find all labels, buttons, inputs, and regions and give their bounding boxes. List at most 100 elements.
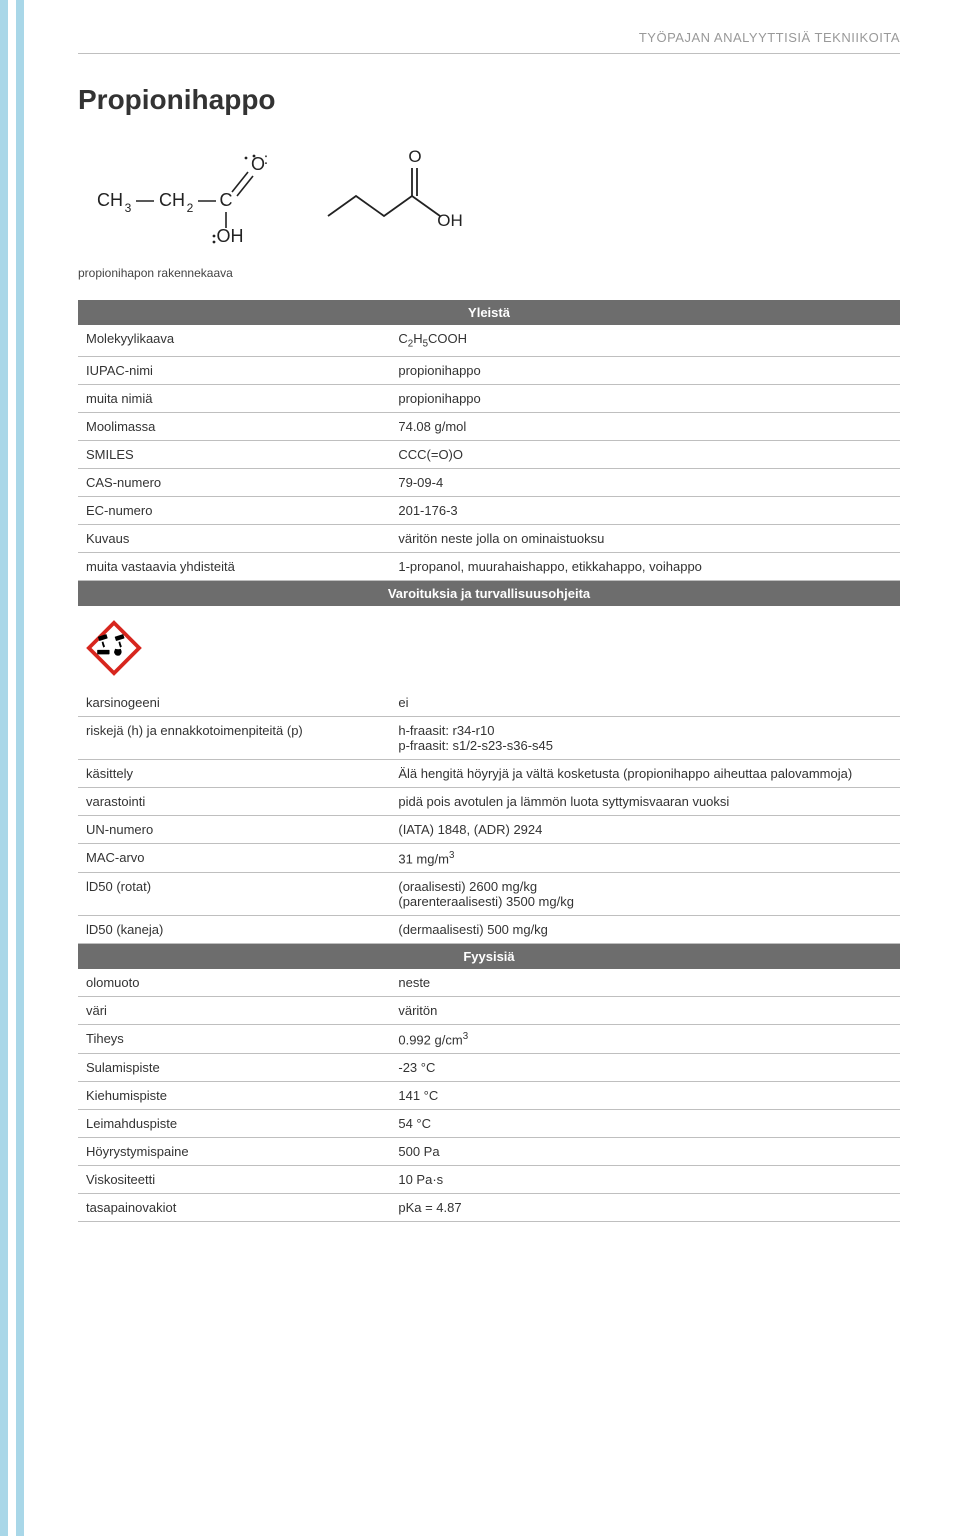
row-value: propionihappo (390, 356, 900, 384)
row-label: Moolimassa (78, 412, 390, 440)
row-label: tasapainovakiot (78, 1194, 390, 1222)
table-row: Leimahduspiste54 °C (78, 1110, 900, 1138)
table-row: lD50 (kaneja)(dermaalisesti) 500 mg/kg (78, 915, 900, 943)
row-value: 201-176-3 (390, 496, 900, 524)
row-value: väritön (390, 996, 900, 1024)
structure-lewis: CH3 CH2 C O : OH (88, 146, 278, 246)
section-header-label: Fyysisiä (78, 943, 900, 969)
section-header-label: Yleistä (78, 300, 900, 325)
table-row: EC-numero201-176-3 (78, 496, 900, 524)
header-text: TYÖPAJAN ANALYYTTISIÄ TEKNIIKOITA (639, 30, 900, 45)
table-row: olomuotoneste (78, 969, 900, 997)
chemical-structures: CH3 CH2 C O : OH (78, 146, 900, 246)
table-row: UN-numero(IATA) 1848, (ADR) 2924 (78, 815, 900, 843)
table-row: Höyrystymispaine500 Pa (78, 1138, 900, 1166)
table-row: karsinogeeniei (78, 689, 900, 717)
row-label: lD50 (kaneja) (78, 915, 390, 943)
row-value: 141 °C (390, 1082, 900, 1110)
table-row: Tiheys0.992 g/cm3 (78, 1024, 900, 1053)
row-label: SMILES (78, 440, 390, 468)
table-row: Kuvausväritön neste jolla on ominaistuok… (78, 524, 900, 552)
row-label: väri (78, 996, 390, 1024)
row-value: (IATA) 1848, (ADR) 2924 (390, 815, 900, 843)
table-row: Viskositeetti10 Pa·s (78, 1166, 900, 1194)
table-row: väriväritön (78, 996, 900, 1024)
row-label: lD50 (rotat) (78, 872, 390, 915)
table-row: IUPAC-nimipropionihappo (78, 356, 900, 384)
section-header: Varoituksia ja turvallisuusohjeita (78, 580, 900, 606)
row-value: CCC(=O)O (390, 440, 900, 468)
row-label: EC-numero (78, 496, 390, 524)
left-stripe-decoration (0, 0, 24, 1536)
svg-text:3: 3 (125, 201, 132, 215)
row-value: 1-propanol, muurahaishappo, etikkahappo,… (390, 552, 900, 580)
row-value: pKa = 4.87 (390, 1194, 900, 1222)
row-value: neste (390, 969, 900, 997)
row-value: 79-09-4 (390, 468, 900, 496)
row-value: 74.08 g/mol (390, 412, 900, 440)
row-label: muita vastaavia yhdisteitä (78, 552, 390, 580)
row-value: Älä hengitä höyryjä ja vältä kosketusta … (390, 759, 900, 787)
row-value: 500 Pa (390, 1138, 900, 1166)
row-label: Tiheys (78, 1024, 390, 1053)
row-label: Molekyylikaava (78, 325, 390, 356)
table-row: muita nimiäpropionihappo (78, 384, 900, 412)
row-label: karsinogeeni (78, 689, 390, 717)
row-label: muita nimiä (78, 384, 390, 412)
svg-text:OH: OH (437, 211, 463, 230)
table-row: lD50 (rotat)(oraalisesti) 2600 mg/kg (pa… (78, 872, 900, 915)
corrosive-hazard-icon (86, 620, 142, 676)
row-value: 0.992 g/cm3 (390, 1024, 900, 1053)
page-content: TYÖPAJAN ANALYYTTISIÄ TEKNIIKOITA Propio… (28, 0, 960, 1536)
table-row: riskejä (h) ja ennakkotoimenpiteitä (p)h… (78, 716, 900, 759)
svg-text::: : (264, 151, 268, 168)
section-header: Fyysisiä (78, 943, 900, 969)
row-value: propionihappo (390, 384, 900, 412)
row-label: CAS-numero (78, 468, 390, 496)
table-row: Kiehumispiste141 °C (78, 1082, 900, 1110)
svg-text:2: 2 (187, 201, 194, 215)
row-value: 54 °C (390, 1110, 900, 1138)
row-value: 10 Pa·s (390, 1166, 900, 1194)
table-row: Moolimassa74.08 g/mol (78, 412, 900, 440)
page-header: TYÖPAJAN ANALYYTTISIÄ TEKNIIKOITA (78, 30, 900, 54)
row-label: Viskositeetti (78, 1166, 390, 1194)
svg-text:OH: OH (217, 226, 244, 246)
table-row: SMILESCCC(=O)O (78, 440, 900, 468)
row-label: riskejä (h) ja ennakkotoimenpiteitä (p) (78, 716, 390, 759)
table-row: tasapainovakiotpKa = 4.87 (78, 1194, 900, 1222)
table-row: MolekyylikaavaC2H5COOH (78, 325, 900, 356)
row-value: väritön neste jolla on ominaistuoksu (390, 524, 900, 552)
row-label: IUPAC-nimi (78, 356, 390, 384)
row-value: ei (390, 689, 900, 717)
row-value: C2H5COOH (390, 325, 900, 356)
svg-text:CH: CH (159, 190, 185, 210)
table-row: MAC-arvo31 mg/m3 (78, 843, 900, 872)
row-label: Höyrystymispaine (78, 1138, 390, 1166)
svg-text:CH: CH (97, 190, 123, 210)
row-label: Kiehumispiste (78, 1082, 390, 1110)
row-label: varastointi (78, 787, 390, 815)
row-label: Sulamispiste (78, 1054, 390, 1082)
structure-caption: propionihapon rakennekaava (78, 266, 900, 280)
svg-text:O: O (408, 147, 421, 166)
row-label: olomuoto (78, 969, 390, 997)
hazard-row (78, 606, 900, 689)
hazard-cell (78, 606, 900, 689)
section-header-label: Varoituksia ja turvallisuusohjeita (78, 580, 900, 606)
row-value: h-fraasit: r34-r10 p-fraasit: s1/2-s23-s… (390, 716, 900, 759)
section-header: Yleistä (78, 300, 900, 325)
row-label: Kuvaus (78, 524, 390, 552)
structure-skeletal: O OH (318, 146, 468, 246)
row-value: (oraalisesti) 2600 mg/kg (parenteraalise… (390, 872, 900, 915)
row-value: pidä pois avotulen ja lämmön luota sytty… (390, 787, 900, 815)
row-label: käsittely (78, 759, 390, 787)
table-row: käsittelyÄlä hengitä höyryjä ja vältä ko… (78, 759, 900, 787)
table-row: varastointipidä pois avotulen ja lämmön … (78, 787, 900, 815)
row-value: (dermaalisesti) 500 mg/kg (390, 915, 900, 943)
page-title: Propionihappo (78, 84, 900, 116)
table-row: muita vastaavia yhdisteitä1-propanol, mu… (78, 552, 900, 580)
row-label: MAC-arvo (78, 843, 390, 872)
row-value: -23 °C (390, 1054, 900, 1082)
row-value: 31 mg/m3 (390, 843, 900, 872)
